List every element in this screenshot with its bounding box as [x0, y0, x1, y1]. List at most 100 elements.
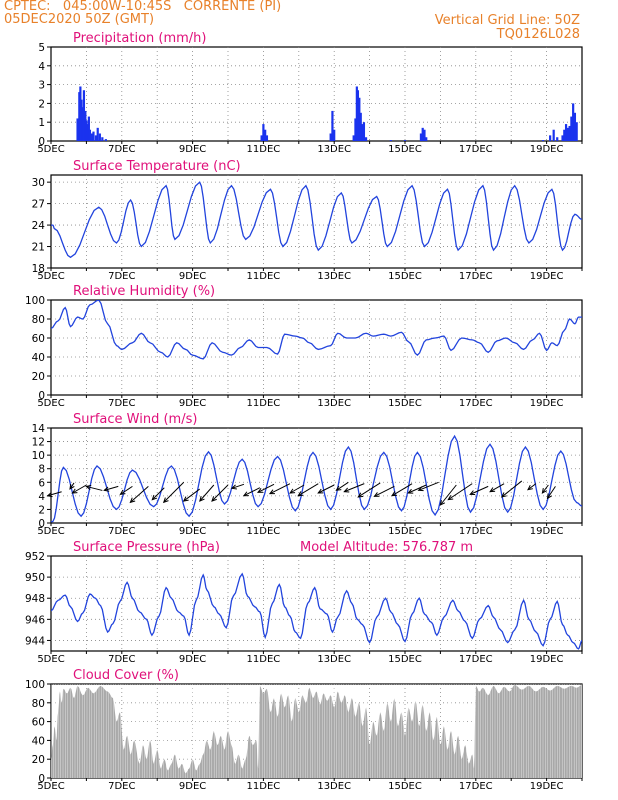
panel-precip: 0 1 2 3 4 5 5DEC 7DEC 9DEC 11DEC 13DEC 15DEC 17DEC 19… — [37, 31, 583, 155]
wind-arrow-head — [357, 492, 364, 498]
y-tick-label: 40 — [32, 735, 45, 747]
panel-title: Surface Pressure (hPa) — [73, 540, 220, 555]
wind-arrow — [469, 485, 489, 495]
x-tick-label: 17DEC — [459, 144, 493, 155]
header-model: TQ0126L028 — [496, 27, 580, 42]
x-tick-label: 7DEC — [108, 271, 135, 282]
y-tick-label: 24 — [32, 220, 46, 232]
panel-humidity: 0 20 40 60 80 100 5DEC 7DEC 9DEC 11DEC 13DEC 15DEC 1… — [25, 284, 583, 409]
y-tick-label: 20 — [32, 754, 45, 766]
wind-arrow-head — [373, 492, 380, 497]
precip-bar — [333, 129, 336, 141]
x-tick-label: 5DEC — [37, 271, 64, 282]
x-tick-label: 7DEC — [108, 654, 135, 665]
x-tick-label: 17DEC — [459, 526, 493, 537]
precip-bar — [358, 97, 361, 141]
y-tick-label: 944 — [25, 635, 45, 647]
precip-bar — [556, 137, 559, 141]
wind-arrow — [104, 485, 119, 491]
precip-bar — [364, 137, 368, 141]
y-tick-label: 8 — [38, 464, 45, 476]
wind-arrow — [86, 485, 103, 491]
precip-bar — [87, 116, 90, 141]
panel-temperature: 18 21 24 27 30 5DEC 7DEC 9DEC 11DEC 13DEC 15DEC 17D… — [32, 159, 583, 282]
y-tick-label: 80 — [32, 314, 45, 326]
wind-arrow-head — [541, 487, 548, 494]
y-tick-label: 30 — [32, 177, 45, 189]
wind-arrow-head — [242, 491, 249, 497]
y-tick-label: 6 — [38, 477, 45, 489]
wind-arrow — [336, 481, 349, 491]
y-tick-label: 950 — [25, 572, 45, 584]
x-tick-label: 11DEC — [247, 144, 281, 155]
x-tick-label: 7DEC — [108, 526, 135, 537]
x-tick-label: 19DEC — [530, 654, 564, 665]
y-tick-label: 946 — [25, 614, 45, 626]
wind-arrow-head — [71, 488, 78, 494]
precip-bar — [331, 110, 334, 141]
y-tick-label: 4 — [38, 61, 45, 73]
x-tick-label: 15DEC — [388, 781, 422, 792]
precip-bar — [568, 125, 571, 141]
wind-arrow — [418, 481, 439, 491]
wind-arrow-head — [151, 494, 158, 501]
x-tick-label: 5DEC — [37, 144, 64, 155]
y-tick-label: 100 — [25, 295, 45, 307]
wind-arrow-head — [391, 491, 398, 497]
wind-arrow — [183, 488, 200, 502]
wind-arrow — [501, 480, 523, 498]
y-tick-label: 12 — [32, 437, 45, 449]
precip-bar — [421, 127, 424, 141]
y-tick-label: 3 — [38, 80, 45, 92]
wind-arrow — [269, 483, 291, 495]
wind-arrow — [231, 483, 245, 489]
wind-arrow-head — [317, 488, 324, 494]
x-tick-label: 15DEC — [388, 654, 422, 665]
y-tick-label: 4 — [38, 491, 45, 503]
panel-frame — [50, 174, 583, 269]
wind-arrow-head — [199, 496, 205, 502]
precip-bar — [329, 133, 332, 141]
precip-bar — [570, 116, 573, 141]
wind-arrow — [357, 482, 381, 498]
wind-arrow-head — [46, 492, 53, 498]
x-tick-label: 13DEC — [317, 144, 351, 155]
y-tick-label: 0 — [38, 136, 45, 148]
wind-arrow-head — [500, 492, 507, 498]
x-tick-label: 17DEC — [459, 271, 493, 282]
precip-bar — [94, 135, 98, 141]
wind-arrow-head — [343, 487, 350, 493]
y-tick-label: 1 — [38, 117, 45, 129]
precip-bar — [561, 135, 564, 141]
wind-arrow-head — [211, 496, 217, 502]
y-tick-label: 18 — [32, 263, 45, 275]
x-tick-label: 11DEC — [247, 271, 281, 282]
x-tick-label: 11DEC — [247, 781, 281, 792]
y-tick-label: 20 — [32, 371, 45, 383]
wind-arrow — [130, 485, 149, 503]
x-tick-label: 13DEC — [317, 526, 351, 537]
wind-arrow-head — [230, 484, 237, 490]
x-tick-label: 15DEC — [388, 144, 422, 155]
y-tick-label: 21 — [32, 242, 45, 254]
wind-arrow-head — [69, 483, 75, 490]
header-date: 05DEC2020 50Z (GMT) — [4, 12, 155, 27]
panel-title: Cloud Cover (%) — [73, 668, 179, 683]
precip-bar — [262, 124, 265, 141]
x-tick-label: 11DEC — [247, 526, 281, 537]
wind-arrow-head — [447, 495, 454, 501]
wind-arrow — [439, 484, 457, 506]
precip-bar — [549, 135, 552, 141]
wind-arrow-head — [182, 496, 189, 502]
precip-bar — [265, 135, 269, 141]
wind-arrow-head — [489, 487, 496, 493]
y-tick-label: 0 — [38, 773, 45, 785]
wind-arrow — [47, 491, 62, 497]
wind-arrow-head — [297, 491, 304, 497]
x-tick-label: 19DEC — [530, 398, 564, 409]
precip-bar — [260, 135, 263, 141]
wind-arrow — [199, 484, 215, 502]
wind-arrow — [408, 484, 427, 494]
